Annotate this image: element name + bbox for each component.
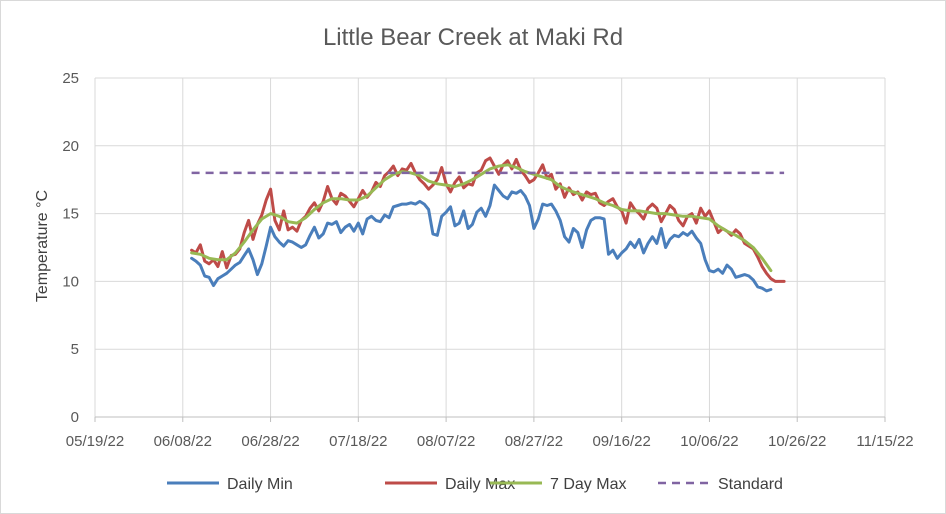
y-axis-label-text: Temperature bbox=[34, 212, 51, 302]
y-axis-label-unit: °C bbox=[34, 190, 51, 208]
series-lines bbox=[190, 156, 786, 293]
y-tick-label: 5 bbox=[71, 341, 79, 358]
y-tick-label: 25 bbox=[62, 70, 79, 87]
series-line-daily-min bbox=[190, 183, 773, 293]
y-tick-labels: 0 5 10 15 20 25 bbox=[62, 70, 79, 426]
gridlines bbox=[95, 77, 886, 417]
legend-label-standard: Standard bbox=[718, 476, 783, 493]
x-tick-label: 11/15/22 bbox=[856, 433, 913, 450]
x-tick-label: 05/19/22 bbox=[66, 433, 124, 450]
y-tick-label: 20 bbox=[62, 138, 79, 155]
x-tick-labels: 05/19/22 06/08/22 06/28/22 07/18/22 08/07/22… bbox=[66, 433, 914, 450]
legend: Daily Min Daily Max 7 Day Max Standard bbox=[167, 476, 783, 493]
axes bbox=[94, 78, 886, 422]
y-axis-label: Temperature °C bbox=[34, 190, 51, 302]
x-tick-label: 06/28/22 bbox=[241, 433, 299, 450]
y-tick-label: 10 bbox=[62, 273, 79, 290]
series-line-daily-max bbox=[190, 156, 786, 283]
series-line-7-day-max bbox=[190, 163, 773, 273]
legend-label-daily-min: Daily Min bbox=[227, 476, 293, 493]
x-tick-label: 07/18/22 bbox=[329, 433, 387, 450]
y-tick-label: 15 bbox=[62, 206, 79, 223]
x-tick-label: 08/27/22 bbox=[505, 433, 563, 450]
y-tick-label: 0 bbox=[71, 409, 79, 426]
x-tick-label: 08/07/22 bbox=[417, 433, 475, 450]
x-tick-label: 09/16/22 bbox=[592, 433, 650, 450]
legend-label-daily-max: Daily Max bbox=[445, 476, 515, 493]
x-tick-label: 10/26/22 bbox=[768, 433, 826, 450]
x-tick-label: 06/08/22 bbox=[154, 433, 212, 450]
legend-label-7-day-max: 7 Day Max bbox=[550, 476, 626, 493]
chart-title: Little Bear Creek at Maki Rd bbox=[323, 24, 623, 51]
x-tick-label: 10/06/22 bbox=[680, 433, 738, 450]
